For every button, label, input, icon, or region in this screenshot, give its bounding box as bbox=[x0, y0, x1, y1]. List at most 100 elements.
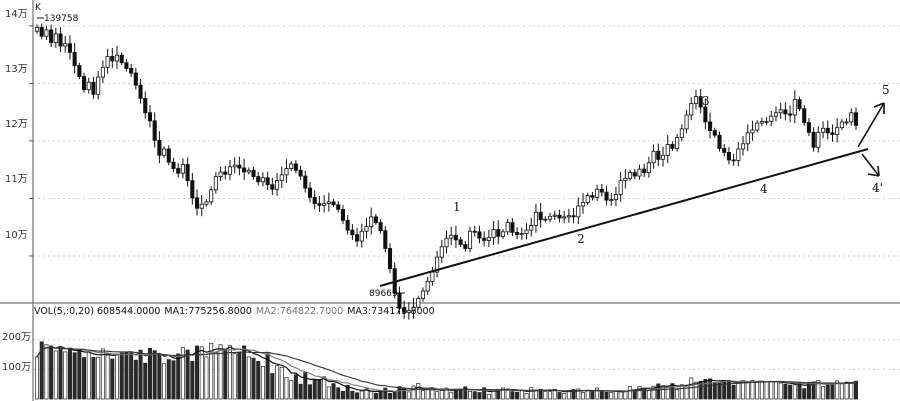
candle-down bbox=[387, 248, 393, 270]
volume-bar bbox=[698, 380, 703, 400]
candle-up bbox=[679, 128, 684, 138]
candle-down bbox=[453, 234, 458, 241]
candle-down bbox=[515, 231, 520, 236]
volume-bar bbox=[510, 391, 515, 400]
candle-down bbox=[830, 132, 835, 136]
candle-up bbox=[96, 76, 101, 95]
candle-down bbox=[731, 159, 736, 162]
volume-bar bbox=[726, 379, 731, 400]
volume-bar bbox=[383, 387, 388, 400]
volume-bar bbox=[576, 388, 581, 400]
candle-up bbox=[750, 129, 755, 134]
volume-bar bbox=[369, 390, 374, 400]
volume-bar bbox=[133, 359, 138, 400]
y-tick-label: 14万 bbox=[5, 9, 28, 20]
volume-bar bbox=[77, 349, 82, 400]
volume-bar bbox=[39, 341, 44, 400]
volume-bar bbox=[571, 389, 576, 400]
candle-up bbox=[435, 256, 440, 273]
volume-bar bbox=[105, 354, 110, 400]
candle-down bbox=[802, 108, 807, 123]
candle-up bbox=[406, 310, 411, 313]
volume-bar bbox=[515, 391, 520, 400]
trend-annotation: 1 2 3 4 5 4' bbox=[379, 83, 890, 287]
candle-up bbox=[505, 222, 510, 233]
candle-down bbox=[472, 230, 477, 233]
candle-down bbox=[355, 234, 360, 242]
y-tick-label: 12万 bbox=[5, 119, 28, 130]
candle-up bbox=[105, 55, 110, 68]
candle-up bbox=[623, 177, 628, 182]
candle-down bbox=[67, 43, 72, 53]
volume-bar bbox=[477, 392, 482, 400]
volume-bar bbox=[256, 361, 261, 400]
candle-up bbox=[34, 26, 40, 32]
volume-bar bbox=[110, 358, 115, 400]
volume-bar bbox=[91, 357, 96, 400]
volume-bar bbox=[444, 387, 449, 400]
volume-bar bbox=[430, 389, 435, 400]
candle-up bbox=[543, 218, 548, 221]
volume-bar bbox=[585, 390, 590, 400]
volume-bar bbox=[839, 382, 844, 400]
volume-bar bbox=[49, 345, 54, 400]
candle-down bbox=[642, 168, 647, 173]
candle-up bbox=[430, 271, 435, 282]
candle-down bbox=[806, 122, 811, 133]
volume-bar bbox=[204, 356, 209, 400]
volume-bar bbox=[124, 352, 129, 400]
volume-bar bbox=[147, 347, 152, 400]
candle-down bbox=[77, 65, 82, 77]
candle-down bbox=[463, 244, 468, 249]
volume-bar bbox=[340, 390, 345, 400]
volume-bar bbox=[472, 391, 477, 400]
volume-bar bbox=[500, 387, 505, 400]
volume-bar bbox=[293, 374, 298, 400]
candle-down bbox=[110, 55, 115, 62]
min-label: 89669 bbox=[369, 289, 398, 299]
candle-down bbox=[698, 96, 703, 108]
volume-bar bbox=[227, 345, 232, 400]
candle-down bbox=[265, 177, 270, 186]
volume-bar bbox=[166, 359, 171, 400]
candle-down bbox=[152, 120, 157, 141]
volume-bar bbox=[350, 390, 355, 400]
candle-up bbox=[524, 229, 529, 234]
volume-bar bbox=[797, 383, 802, 400]
candle-up bbox=[227, 166, 233, 175]
volume-bar bbox=[251, 357, 256, 400]
candle-down bbox=[194, 197, 200, 209]
candle-down bbox=[293, 163, 298, 171]
volume-bar bbox=[778, 382, 783, 400]
candle-down bbox=[242, 167, 247, 173]
volume-bar bbox=[308, 384, 312, 400]
volume-bar bbox=[67, 347, 72, 400]
candle-up bbox=[562, 216, 567, 219]
volume-bar bbox=[783, 383, 788, 400]
volume-ma-lines bbox=[36, 345, 857, 393]
candle-up bbox=[486, 237, 491, 241]
candle-up bbox=[369, 216, 374, 228]
volume-bar bbox=[628, 385, 633, 400]
volume-ma2-line bbox=[36, 346, 857, 392]
candle-down bbox=[72, 51, 77, 66]
volume-bar bbox=[345, 385, 350, 400]
volume-bar bbox=[562, 393, 567, 400]
volume-ma3-line bbox=[36, 346, 856, 392]
volume-bar bbox=[176, 353, 181, 400]
candle-up bbox=[411, 306, 416, 312]
candle-up bbox=[548, 215, 553, 220]
volume-bar bbox=[463, 386, 468, 400]
candle-up bbox=[821, 127, 826, 133]
candle-down bbox=[237, 164, 242, 169]
volume-bar bbox=[157, 354, 162, 400]
candle-up bbox=[63, 43, 68, 47]
candle-up bbox=[279, 174, 284, 182]
candle-down bbox=[726, 152, 731, 161]
volume-bar bbox=[63, 351, 68, 400]
volume-bar bbox=[289, 380, 294, 400]
candle-up bbox=[275, 180, 280, 190]
candle-down bbox=[312, 196, 317, 205]
candle-up bbox=[284, 168, 289, 176]
